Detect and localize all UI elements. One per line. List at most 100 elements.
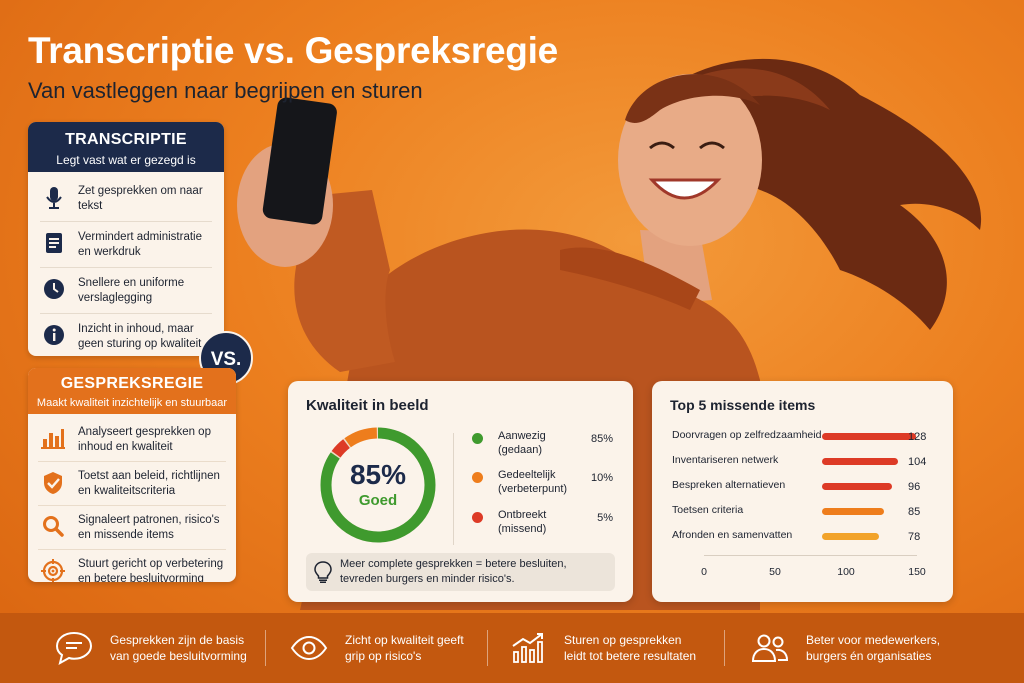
bar-label: Inventariseren netwerk — [672, 454, 779, 466]
bottom-line2: burgers én organisaties — [806, 649, 932, 663]
bottom-line1: Sturen op gesprekken — [564, 633, 682, 647]
gespreksregie-item-text: Toetst aan beleid, richtlijnen en kwalit… — [78, 470, 220, 497]
donut-center: 85% Goed — [316, 423, 440, 547]
bottom-line2: grip op risico's — [345, 649, 422, 663]
bottom-text: Beter voor medewerkers, burgers én organi… — [806, 632, 940, 664]
donut-segment-aanwezig — [320, 427, 436, 543]
bar-value: 78 — [908, 531, 921, 543]
bottom-item: Zicht op kwaliteit geeft grip op risico's — [287, 613, 464, 683]
quality-note-text: Meer complete gesprekken = betere beslui… — [340, 557, 567, 587]
bottom-line1: Beter voor medewerkers, — [806, 633, 941, 647]
top5-panel: Top 5 missende items Doorvragen op zelfr… — [652, 381, 953, 602]
bar — [822, 533, 880, 540]
people-icon — [748, 633, 792, 663]
shield-check-icon — [38, 469, 68, 495]
divider — [724, 630, 725, 666]
bar-row: Bespreken alternatieven 96 — [672, 479, 942, 499]
bar-value: 104 — [908, 456, 927, 468]
transcriptie-header: TRANSCRIPTIE Legt vast wat er gezegd is — [28, 122, 224, 172]
note-line2: tevreden burgers en minder risico's. — [340, 573, 515, 585]
x-tick-label: 150 — [908, 566, 926, 578]
clock-icon — [40, 276, 68, 300]
microphone-icon — [40, 184, 68, 210]
bottom-text: Sturen op gesprekken leidt tot betere res… — [564, 632, 696, 664]
gespreksregie-item-text: Analyseert gesprekken op inhoud en kwali… — [78, 426, 211, 453]
bottom-line2: van goede besluitvorming — [110, 649, 247, 663]
info-icon — [40, 322, 68, 346]
bar-row: Toetsen criteria 85 — [672, 504, 942, 524]
bottom-text: Gesprekken zijn de basis van goede beslui… — [110, 632, 247, 664]
gespreksregie-item: Signaleert patronen, risico's en missend… — [38, 506, 226, 550]
quality-score-label: Goed — [358, 492, 398, 509]
bottom-item: Sturen op gesprekken leidt tot betere res… — [506, 613, 696, 683]
legend-label-line2: (verbeterpunt) — [498, 483, 568, 495]
divider — [453, 433, 454, 545]
note-line1: Meer complete gesprekken = betere beslui… — [340, 558, 567, 570]
x-axis-line — [704, 555, 917, 556]
bar-value: 85 — [908, 506, 921, 518]
legend-label-line1: Aanwezig — [498, 430, 546, 442]
legend-label-line2: (missend) — [498, 523, 547, 535]
transcriptie-item: Zet gesprekken om naar tekst — [40, 176, 212, 222]
transcriptie-item: Inzicht in inhoud, maar geen sturing op … — [40, 314, 212, 356]
bar-value: 128 — [908, 431, 927, 443]
transcriptie-item-text: Snellere en uniforme verslaglegging — [78, 277, 185, 304]
bar — [822, 483, 893, 490]
growth-chart-icon — [506, 632, 550, 664]
legend-label-line2: (gedaan) — [498, 444, 543, 456]
divider — [487, 630, 488, 666]
chat-bubble-icon — [52, 631, 96, 665]
quality-score: 85% — [349, 459, 407, 490]
legend-value: 5% — [597, 512, 613, 524]
bar-row: Inventariseren netwerk 104 — [672, 454, 942, 474]
bar-label: Doorvragen op zelfredzaamheid — [672, 429, 822, 441]
gespreksregie-card: GESPREKSREGIE Maakt kwaliteit inzichteli… — [28, 368, 236, 582]
x-tick-label: 50 — [769, 566, 781, 578]
legend-label: Gedeeltelijk (verbeterpunt) — [498, 468, 567, 496]
top5-title: Top 5 missende items — [670, 397, 816, 413]
transcriptie-item: Vermindert administratie en werkdruk — [40, 222, 212, 268]
bottom-line1: Gesprekken zijn de basis — [110, 633, 245, 647]
document-icon — [40, 230, 68, 254]
bottom-bar: Gesprekken zijn de basis van goede beslui… — [0, 613, 1024, 683]
legend-label-line1: Gedeeltelijk — [498, 469, 556, 481]
x-tick-label: 0 — [701, 566, 707, 578]
legend-row-aanwezig: Aanwezig (gedaan) 85% — [472, 429, 617, 463]
legend-value: 85% — [590, 433, 613, 445]
bar — [822, 433, 916, 440]
bar-label: Toetsen criteria — [672, 504, 744, 516]
magnifier-icon — [38, 513, 68, 537]
transcriptie-item-text: Vermindert administratie en werkdruk — [78, 231, 202, 258]
gespreksregie-title: GESPREKSREGIE — [60, 375, 204, 392]
legend-value: 10% — [590, 472, 613, 484]
gespreksregie-item: Stuurt gericht op verbetering en betere … — [38, 550, 226, 582]
gespreksregie-header: GESPREKSREGIE Maakt kwaliteit inzichteli… — [28, 368, 236, 414]
gespreksregie-item: Analyseert gesprekken op inhoud en kwali… — [38, 418, 226, 462]
legend-dot-red — [472, 512, 483, 523]
target-icon — [38, 557, 68, 582]
page-title: Transcriptie vs. Gespreksregie — [28, 30, 558, 71]
quality-panel: Kwaliteit in beeld 85% Goed Aanwezig (ged… — [288, 381, 633, 602]
x-tick-label: 100 — [837, 566, 855, 578]
gespreksregie-item: Toetst aan beleid, richtlijnen en kwalit… — [38, 462, 226, 506]
transcriptie-title: TRANSCRIPTIE — [65, 131, 187, 148]
bottom-line1: Zicht op kwaliteit geeft — [345, 633, 464, 647]
gespreksregie-subtitle: Maakt kwaliteit inzichtelijk en stuurbaa… — [36, 397, 228, 409]
bar — [822, 508, 885, 515]
bar-row: Doorvragen op zelfredzaamheid 128 — [672, 429, 942, 449]
bar-label: Bespreken alternatieven — [672, 479, 786, 491]
bar-value: 96 — [908, 481, 921, 493]
bottom-item: Gesprekken zijn de basis van goede beslui… — [52, 613, 247, 683]
lightbulb-icon — [314, 561, 332, 588]
divider — [265, 630, 266, 666]
bottom-item: Beter voor medewerkers, burgers én organi… — [748, 613, 940, 683]
bar-row: Afronden en samenvatten 78 — [672, 529, 942, 549]
bottom-text: Zicht op kwaliteit geeft grip op risico's — [345, 632, 464, 664]
legend-label: Ontbreekt (missend) — [498, 508, 546, 536]
legend-row-gedeeltelijk: Gedeeltelijk (verbeterpunt) 10% — [472, 468, 617, 502]
page-subtitle: Van vastleggen naar begrijpen en sturen — [28, 78, 423, 103]
legend-label-line1: Ontbreekt — [498, 509, 547, 521]
transcriptie-item-text: Zet gesprekken om naar tekst — [78, 185, 203, 212]
transcriptie-card: TRANSCRIPTIE Legt vast wat er gezegd is … — [28, 122, 224, 356]
transcriptie-subtitle: Legt vast wat er gezegd is — [56, 153, 196, 167]
